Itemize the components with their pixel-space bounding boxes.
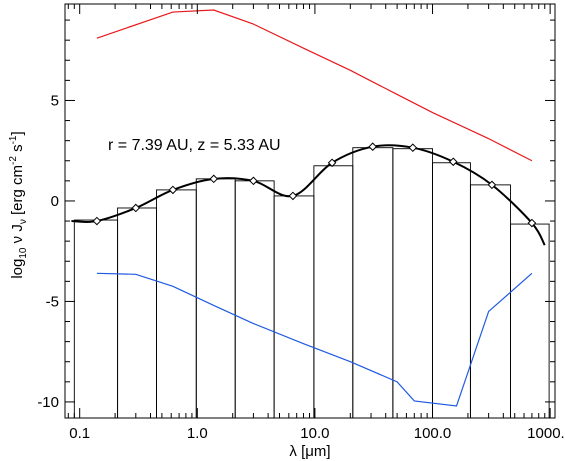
histogram-bar: [432, 162, 471, 419]
data-point-marker: [408, 143, 418, 153]
histogram-bar: [313, 165, 354, 419]
plot-frame: [64, 3, 556, 419]
chart-annotation: r = 7.39 AU, z = 5.33 AU: [108, 137, 281, 154]
y-tick-label: -5: [46, 293, 59, 310]
histogram-bar: [234, 180, 275, 419]
series-markers: [92, 142, 537, 228]
data-point-marker: [448, 157, 458, 167]
histogram-bar: [510, 223, 550, 419]
series-line-blue: [96, 272, 533, 407]
histogram-bar: [117, 207, 157, 419]
histogram-bar: [73, 219, 119, 419]
data-point-marker: [92, 216, 102, 226]
x-tick-label: 1.0: [187, 425, 208, 442]
y-tick-label: 0: [51, 193, 59, 210]
data-point-marker: [168, 185, 178, 195]
data-point-marker: [249, 176, 258, 186]
y-tick-label: -10: [37, 394, 59, 411]
histogram-bars: [73, 147, 550, 419]
data-point-marker: [487, 180, 497, 190]
series-line-red: [96, 9, 533, 162]
tick-labels: 0.1 1.0 10.0 100.0 1000.0 5 0 -5 -10: [37, 92, 565, 442]
data-point-marker: [368, 142, 378, 151]
x-tick-label: 10.0: [300, 425, 329, 442]
data-point-marker: [327, 158, 337, 168]
x-tick-label: 100.0: [414, 425, 452, 442]
histogram-bar: [392, 148, 433, 419]
x-tick-label: 0.1: [69, 425, 90, 442]
series-lines: [71, 9, 546, 407]
data-point-marker: [209, 174, 219, 184]
data-point-marker: [131, 203, 141, 213]
y-axis-label: log10 ν Jν [erg cm-2 s-1]: [8, 131, 29, 278]
x-tick-label: 1000.0: [527, 425, 565, 442]
histogram-bar: [469, 184, 511, 419]
data-point-marker: [288, 191, 298, 201]
x-axis-label: λ [μm]: [289, 443, 330, 460]
axis-ticks: [65, 4, 555, 418]
data-point-marker: [527, 218, 537, 228]
histogram-bar: [195, 178, 236, 419]
y-tick-label: 5: [51, 92, 59, 109]
histogram-bar: [156, 189, 197, 419]
histogram-bar: [273, 195, 315, 419]
series-line-black: [71, 144, 546, 246]
